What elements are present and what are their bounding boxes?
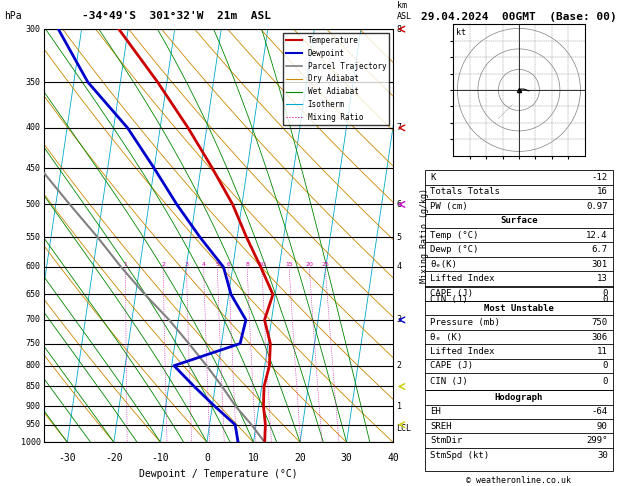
Text: 30: 30: [341, 452, 352, 463]
Text: 900: 900: [26, 401, 40, 411]
Text: 500: 500: [26, 200, 40, 209]
Legend: Temperature, Dewpoint, Parcel Trajectory, Dry Adiabat, Wet Adiabat, Isotherm, Mi: Temperature, Dewpoint, Parcel Trajectory…: [283, 33, 389, 125]
Text: SREH: SREH: [430, 422, 452, 431]
Text: 0: 0: [602, 377, 608, 386]
Text: 16: 16: [597, 187, 608, 196]
Text: Dewpoint / Temperature (°C): Dewpoint / Temperature (°C): [139, 469, 298, 479]
Text: LCL: LCL: [397, 424, 411, 433]
Text: 29.04.2024  00GMT  (Base: 00): 29.04.2024 00GMT (Base: 00): [421, 12, 617, 22]
Text: kt: kt: [456, 28, 466, 37]
Text: 5: 5: [397, 233, 401, 242]
Text: 400: 400: [26, 123, 40, 132]
Text: 4: 4: [202, 262, 206, 267]
Text: © weatheronline.co.uk: © weatheronline.co.uk: [467, 476, 571, 485]
Text: 299°: 299°: [586, 436, 608, 445]
Text: 301: 301: [591, 260, 608, 269]
Text: 1: 1: [397, 401, 401, 411]
Text: hPa: hPa: [4, 11, 21, 21]
Text: 6: 6: [226, 262, 231, 267]
Text: θₑ(K): θₑ(K): [430, 260, 457, 269]
Text: 1000: 1000: [21, 438, 40, 447]
Text: PW (cm): PW (cm): [430, 202, 468, 211]
Text: -30: -30: [58, 452, 76, 463]
Text: K: K: [430, 173, 436, 182]
Text: 30: 30: [597, 451, 608, 460]
Text: 90: 90: [597, 422, 608, 431]
Text: Lifted Index: Lifted Index: [430, 347, 495, 356]
Text: CAPE (J): CAPE (J): [430, 362, 473, 370]
Text: Dewp (°C): Dewp (°C): [430, 245, 479, 254]
Text: 10: 10: [258, 262, 265, 267]
Text: 8: 8: [397, 25, 401, 34]
Text: 3: 3: [184, 262, 189, 267]
Text: 800: 800: [26, 361, 40, 370]
Text: 5: 5: [215, 262, 219, 267]
Text: 6: 6: [397, 200, 401, 209]
Text: 15: 15: [286, 262, 293, 267]
Text: 306: 306: [591, 332, 608, 342]
Text: 2: 2: [397, 361, 401, 370]
Text: 750: 750: [26, 339, 40, 348]
Text: CIN (J): CIN (J): [430, 295, 468, 304]
Text: 450: 450: [26, 164, 40, 173]
Text: 40: 40: [387, 452, 399, 463]
Text: -64: -64: [591, 407, 608, 416]
Text: 700: 700: [26, 315, 40, 324]
Text: Totals Totals: Totals Totals: [430, 187, 500, 196]
Text: 0: 0: [204, 452, 210, 463]
Text: 850: 850: [26, 382, 40, 391]
Text: 4: 4: [397, 262, 401, 272]
Text: Surface: Surface: [500, 216, 538, 225]
Text: 11: 11: [597, 347, 608, 356]
Text: 3: 3: [397, 315, 401, 324]
Text: 0: 0: [602, 289, 608, 297]
Text: EH: EH: [430, 407, 441, 416]
Text: CIN (J): CIN (J): [430, 377, 468, 386]
Text: 8: 8: [245, 262, 249, 267]
Text: Lifted Index: Lifted Index: [430, 274, 495, 283]
Text: 13: 13: [597, 274, 608, 283]
Text: km
ASL: km ASL: [397, 1, 411, 21]
Text: 750: 750: [591, 318, 608, 327]
Text: Temp (°C): Temp (°C): [430, 231, 479, 240]
Text: 1: 1: [123, 262, 128, 267]
Text: -10: -10: [152, 452, 169, 463]
Text: 0.97: 0.97: [586, 202, 608, 211]
Text: Mixing Ratio (g/kg): Mixing Ratio (g/kg): [420, 188, 429, 283]
Text: 650: 650: [26, 290, 40, 299]
Text: StmDir: StmDir: [430, 436, 462, 445]
Text: -20: -20: [105, 452, 123, 463]
Text: Pressure (mb): Pressure (mb): [430, 318, 500, 327]
Text: 12.4: 12.4: [586, 231, 608, 240]
Text: 7: 7: [397, 123, 401, 132]
Text: 2: 2: [161, 262, 165, 267]
Text: θₑ (K): θₑ (K): [430, 332, 462, 342]
Text: 950: 950: [26, 420, 40, 429]
Text: CAPE (J): CAPE (J): [430, 289, 473, 297]
Text: 25: 25: [321, 262, 329, 267]
Text: 350: 350: [26, 78, 40, 87]
Text: 300: 300: [26, 25, 40, 34]
Text: Most Unstable: Most Unstable: [484, 304, 554, 312]
Text: StmSpd (kt): StmSpd (kt): [430, 451, 489, 460]
Text: 0: 0: [602, 295, 608, 304]
Text: -34°49'S  301°32'W  21m  ASL: -34°49'S 301°32'W 21m ASL: [82, 11, 271, 21]
Text: 6.7: 6.7: [591, 245, 608, 254]
Text: 20: 20: [294, 452, 306, 463]
Text: 0: 0: [602, 362, 608, 370]
Text: 600: 600: [26, 262, 40, 272]
Text: 20: 20: [305, 262, 313, 267]
Text: 550: 550: [26, 233, 40, 242]
Text: Hodograph: Hodograph: [495, 393, 543, 402]
Text: -12: -12: [591, 173, 608, 182]
Text: 10: 10: [248, 452, 259, 463]
